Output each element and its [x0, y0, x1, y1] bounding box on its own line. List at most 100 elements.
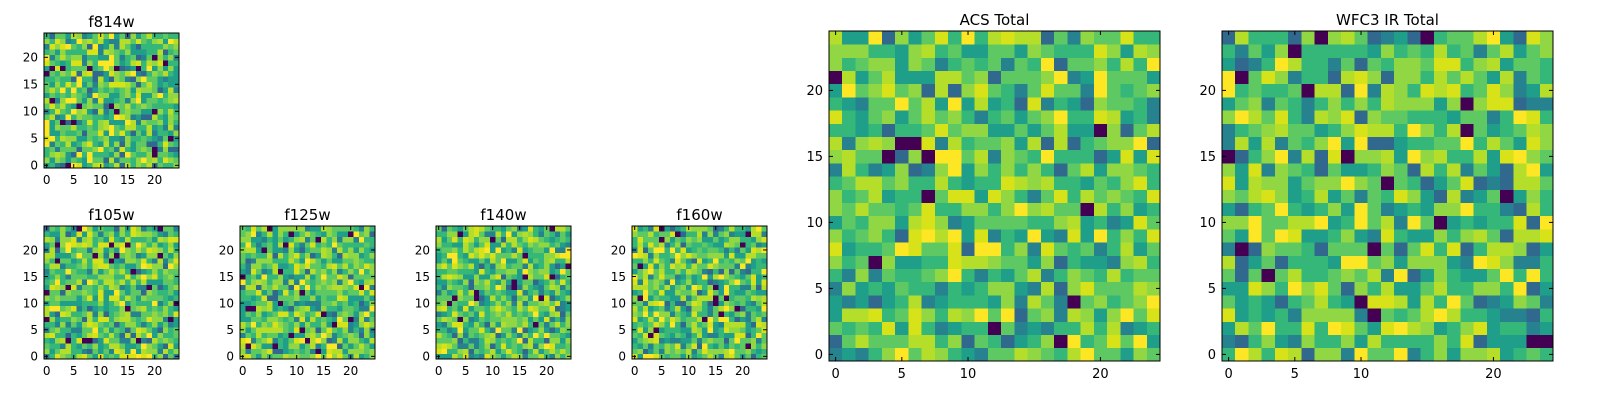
heatmap-cell [842, 321, 856, 335]
heatmap-cell [1080, 110, 1095, 124]
heatmap-cell [130, 157, 137, 163]
heatmap-cell [1146, 31, 1161, 45]
heatmap-cell [114, 119, 120, 126]
heatmap-cell [87, 257, 93, 264]
heatmap-cell [974, 163, 989, 177]
heatmap-cell [1274, 334, 1289, 349]
heatmap-cell [452, 300, 458, 307]
heatmap-cell [315, 348, 322, 355]
heatmap-cell [348, 305, 354, 312]
heatmap-cell [441, 226, 448, 232]
heatmap-cell [522, 289, 529, 296]
heatmap-cell [1526, 176, 1541, 190]
heatmap-cell [71, 327, 77, 333]
heatmap-cell [321, 300, 327, 307]
heatmap-cell [277, 311, 284, 317]
heatmap-cell [1473, 229, 1488, 243]
heatmap-cell [468, 268, 475, 275]
heatmap-cell [44, 65, 50, 72]
heatmap-cell [696, 247, 703, 253]
heatmap-cell [364, 321, 370, 328]
heatmap-cell [895, 176, 909, 190]
heatmap-cell [119, 87, 126, 93]
heatmap-cell [60, 119, 66, 126]
heatmap-cell [702, 247, 708, 253]
heatmap-cell [54, 97, 61, 104]
heatmap-cell [484, 295, 491, 301]
heatmap-cell [1341, 281, 1355, 296]
heatmap-cell [299, 268, 306, 275]
heatmap-cell [987, 110, 1002, 124]
heatmap-cell [1314, 176, 1329, 190]
heatmap-cell [98, 157, 104, 163]
heatmap-cell [1354, 308, 1369, 322]
heatmap-cell [1407, 31, 1421, 45]
heatmap-cell [1314, 229, 1329, 243]
heatmap-cell [723, 343, 730, 349]
heatmap-cell [446, 295, 453, 301]
heatmap-cell [479, 343, 485, 349]
heatmap-cell [141, 289, 147, 296]
heatmap-cell [135, 300, 142, 307]
heatmap-cell [745, 295, 752, 301]
heatmap-cell [691, 311, 698, 317]
heatmap-cell [321, 332, 327, 339]
heatmap-cell [173, 49, 180, 55]
heatmap-cell [119, 300, 126, 307]
heatmap-cell [272, 311, 279, 317]
heatmap-cell [358, 353, 365, 360]
heatmap-cell [157, 81, 164, 88]
heatmap-cell [702, 268, 708, 275]
heatmap-cell [130, 141, 137, 147]
heatmap-cell [130, 289, 137, 296]
heatmap-cell [1093, 189, 1108, 203]
heatmap-cell [135, 103, 142, 109]
heatmap-cell [1341, 110, 1355, 124]
heatmap-cell [1500, 347, 1514, 362]
axes-frame [43, 225, 180, 360]
heatmap-cell [157, 321, 164, 328]
heatmap-cell [1274, 308, 1289, 322]
heatmap-cell [141, 65, 147, 72]
heatmap-cell [544, 289, 550, 296]
heatmap-cell [60, 257, 66, 264]
heatmap-cell [114, 321, 120, 328]
heatmap-cell [331, 236, 338, 243]
heatmap-cell [1539, 176, 1554, 190]
heatmap-cell [60, 289, 66, 296]
heatmap-cell [54, 38, 61, 45]
heatmap-cell [49, 124, 56, 131]
heatmap-cell [713, 305, 719, 312]
heatmap-cell [441, 305, 448, 312]
heatmap-cell [457, 295, 464, 301]
heatmap-cell [756, 279, 762, 285]
heatmap-cell [54, 263, 61, 269]
heatmap-cell [60, 343, 66, 349]
heatmap-cell [1447, 215, 1461, 230]
heatmap-cell [549, 321, 556, 328]
heatmap-cell [463, 295, 469, 301]
heatmap-cell [1420, 295, 1435, 309]
heatmap-cell [527, 247, 534, 253]
heatmap-cell [87, 49, 93, 55]
heatmap-cell [1054, 334, 1068, 349]
heatmap-cell [527, 295, 534, 301]
heatmap-cell [948, 83, 962, 98]
heatmap-cell [299, 300, 306, 307]
heatmap-cell [326, 321, 333, 328]
heatmap-cell [723, 263, 730, 269]
heatmap-cell [961, 347, 976, 362]
heatmap-cell [44, 114, 50, 120]
heatmap-cell [1288, 321, 1302, 335]
heatmap-cell [1433, 215, 1448, 230]
heatmap-cell [734, 332, 741, 339]
heatmap-cell [240, 305, 246, 312]
heatmap-cell [1261, 202, 1276, 217]
heatmap-cell [114, 231, 120, 238]
heatmap-cell [1222, 57, 1236, 71]
heatmap-cell [146, 263, 153, 269]
heatmap-cell [76, 273, 83, 280]
heatmap-cell [544, 231, 550, 238]
heatmap-cell [1394, 163, 1408, 177]
heatmap-cell [267, 252, 273, 259]
